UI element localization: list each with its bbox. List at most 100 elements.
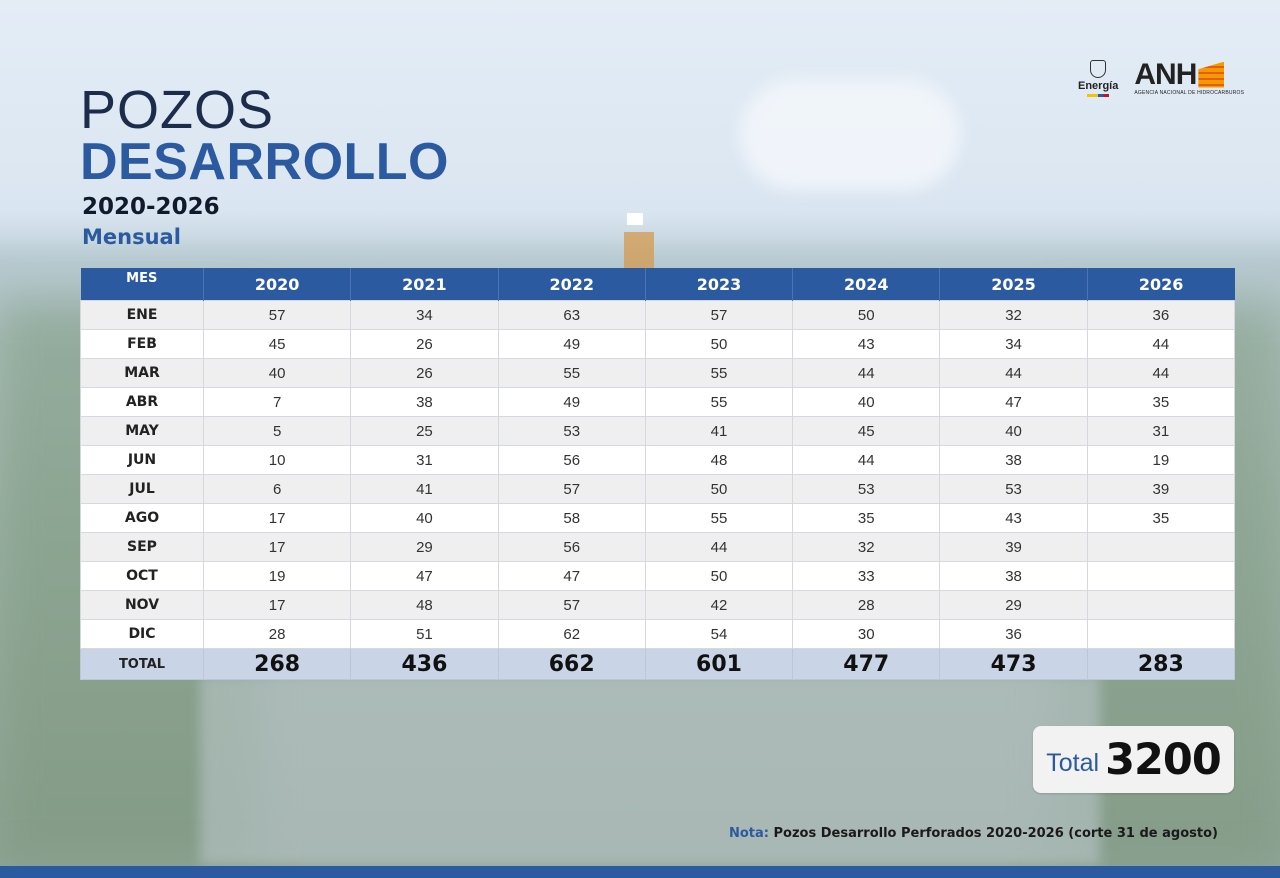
total-cell: 473 bbox=[939, 648, 1088, 680]
month-cell: OCT bbox=[80, 561, 204, 591]
value-cell: 41 bbox=[350, 474, 499, 504]
value-cell: 40 bbox=[350, 503, 499, 533]
total-cell: 283 bbox=[1086, 648, 1236, 680]
footnote: Nota: Pozos Desarrollo Perforados 2020-2… bbox=[729, 826, 1218, 841]
value-cell: 56 bbox=[497, 532, 646, 562]
value-cell: 49 bbox=[497, 329, 646, 359]
table-row: MAR 40 26 55 55 44 44 44 bbox=[80, 358, 1236, 388]
grand-total-box: Total 3200 bbox=[1033, 726, 1234, 793]
value-cell: 32 bbox=[939, 300, 1088, 330]
value-cell: 50 bbox=[644, 474, 794, 504]
header-year: 2023 bbox=[644, 268, 793, 301]
value-cell: 19 bbox=[202, 561, 352, 591]
coat-of-arms-icon bbox=[1090, 59, 1107, 78]
value-cell: 62 bbox=[497, 619, 646, 649]
value-cell: 48 bbox=[350, 590, 499, 620]
value-cell: 50 bbox=[644, 561, 794, 591]
value-cell: 35 bbox=[1086, 387, 1236, 417]
value-cell: 50 bbox=[792, 300, 941, 330]
table-row: JUN 10 31 56 48 44 38 19 bbox=[80, 445, 1236, 475]
colombia-flag-icon bbox=[1087, 93, 1110, 97]
table-row: DIC 28 51 62 54 30 36 bbox=[80, 619, 1236, 649]
header-year: 2021 bbox=[350, 268, 499, 301]
logo-energia: Energía bbox=[1078, 59, 1119, 97]
month-cell: ENE bbox=[80, 300, 204, 330]
value-cell: 39 bbox=[939, 532, 1088, 562]
value-cell: 40 bbox=[939, 416, 1088, 446]
month-cell: SEP bbox=[80, 532, 204, 562]
header-year: 2022 bbox=[497, 268, 646, 301]
table-row: FEB 45 26 49 50 43 34 44 bbox=[80, 329, 1236, 359]
value-cell: 41 bbox=[644, 416, 794, 446]
total-cell: 662 bbox=[497, 648, 646, 680]
value-cell: 44 bbox=[939, 358, 1088, 388]
value-cell: 49 bbox=[497, 387, 646, 417]
total-cell: 436 bbox=[350, 648, 499, 680]
table-row: OCT 19 47 47 50 33 38 bbox=[80, 561, 1236, 591]
value-cell bbox=[1086, 532, 1236, 562]
total-cell: 601 bbox=[644, 648, 794, 680]
table-header-row: MES 2020 2021 2022 2023 2024 2025 2026 bbox=[80, 268, 1235, 301]
value-cell: 56 bbox=[497, 445, 646, 475]
value-cell: 28 bbox=[202, 619, 352, 649]
drilling-tower bbox=[624, 232, 654, 270]
table-row: SEP 17 29 56 44 32 39 bbox=[80, 532, 1236, 562]
bottom-bar bbox=[0, 866, 1280, 878]
energia-label: Energía bbox=[1078, 79, 1119, 92]
value-cell: 57 bbox=[202, 300, 352, 330]
month-cell: MAR bbox=[80, 358, 204, 388]
value-cell: 38 bbox=[350, 387, 499, 417]
value-cell bbox=[1086, 561, 1236, 591]
wells-table: MES 2020 2021 2022 2023 2024 2025 2026 E… bbox=[80, 268, 1236, 680]
value-cell: 40 bbox=[792, 387, 941, 417]
month-cell: NOV bbox=[80, 590, 204, 620]
value-cell: 6 bbox=[202, 474, 352, 504]
grand-total-label: Total bbox=[1046, 749, 1100, 777]
value-cell: 17 bbox=[202, 503, 352, 533]
value-cell: 33 bbox=[792, 561, 941, 591]
month-cell: AGO bbox=[80, 503, 204, 533]
title-subtitle: Mensual bbox=[82, 225, 181, 249]
value-cell: 44 bbox=[644, 532, 794, 562]
value-cell: 29 bbox=[939, 590, 1088, 620]
table-total-row: TOTAL 268 436 662 601 477 473 283 bbox=[80, 648, 1236, 680]
value-cell: 36 bbox=[939, 619, 1088, 649]
value-cell: 31 bbox=[350, 445, 499, 475]
value-cell: 44 bbox=[1086, 329, 1236, 359]
month-cell: FEB bbox=[80, 329, 204, 359]
value-cell: 42 bbox=[644, 590, 794, 620]
value-cell: 58 bbox=[497, 503, 646, 533]
value-cell: 34 bbox=[939, 329, 1088, 359]
value-cell: 32 bbox=[792, 532, 941, 562]
footnote-prefix: Nota: bbox=[729, 826, 769, 841]
value-cell: 57 bbox=[644, 300, 794, 330]
logo-anh: ANH AGENCIA NACIONAL DE HIDROCARBUROS bbox=[1134, 57, 1244, 96]
title-years: 2020-2026 bbox=[82, 194, 220, 220]
anh-label: ANH bbox=[1134, 57, 1197, 91]
value-cell: 26 bbox=[350, 358, 499, 388]
value-cell: 26 bbox=[350, 329, 499, 359]
table-row: ABR 7 38 49 55 40 47 35 bbox=[80, 387, 1236, 417]
value-cell: 55 bbox=[497, 358, 646, 388]
value-cell: 28 bbox=[792, 590, 941, 620]
month-cell: JUL bbox=[80, 474, 204, 504]
value-cell: 10 bbox=[202, 445, 352, 475]
title-line-2: DESARROLLO bbox=[80, 133, 449, 191]
month-cell: MAY bbox=[80, 416, 204, 446]
title-block: POZOS DESARROLLO 2020-2026 Mensual bbox=[80, 82, 449, 252]
table-row: NOV 17 48 57 42 28 29 bbox=[80, 590, 1236, 620]
value-cell: 29 bbox=[350, 532, 499, 562]
total-cell: 477 bbox=[792, 648, 941, 680]
value-cell: 17 bbox=[202, 590, 352, 620]
tower-flag bbox=[627, 213, 643, 225]
anh-flame-icon bbox=[1198, 61, 1225, 88]
value-cell: 43 bbox=[792, 329, 941, 359]
header-year: 2020 bbox=[202, 268, 351, 301]
logos: Energía ANH AGENCIA NACIONAL DE HIDROCAR… bbox=[1078, 58, 1244, 98]
value-cell: 36 bbox=[1086, 300, 1236, 330]
value-cell: 17 bbox=[202, 532, 352, 562]
value-cell: 40 bbox=[202, 358, 352, 388]
header-year: 2024 bbox=[792, 268, 940, 301]
value-cell: 44 bbox=[792, 358, 941, 388]
table-row: ENE 57 34 63 57 50 32 36 bbox=[80, 300, 1236, 330]
